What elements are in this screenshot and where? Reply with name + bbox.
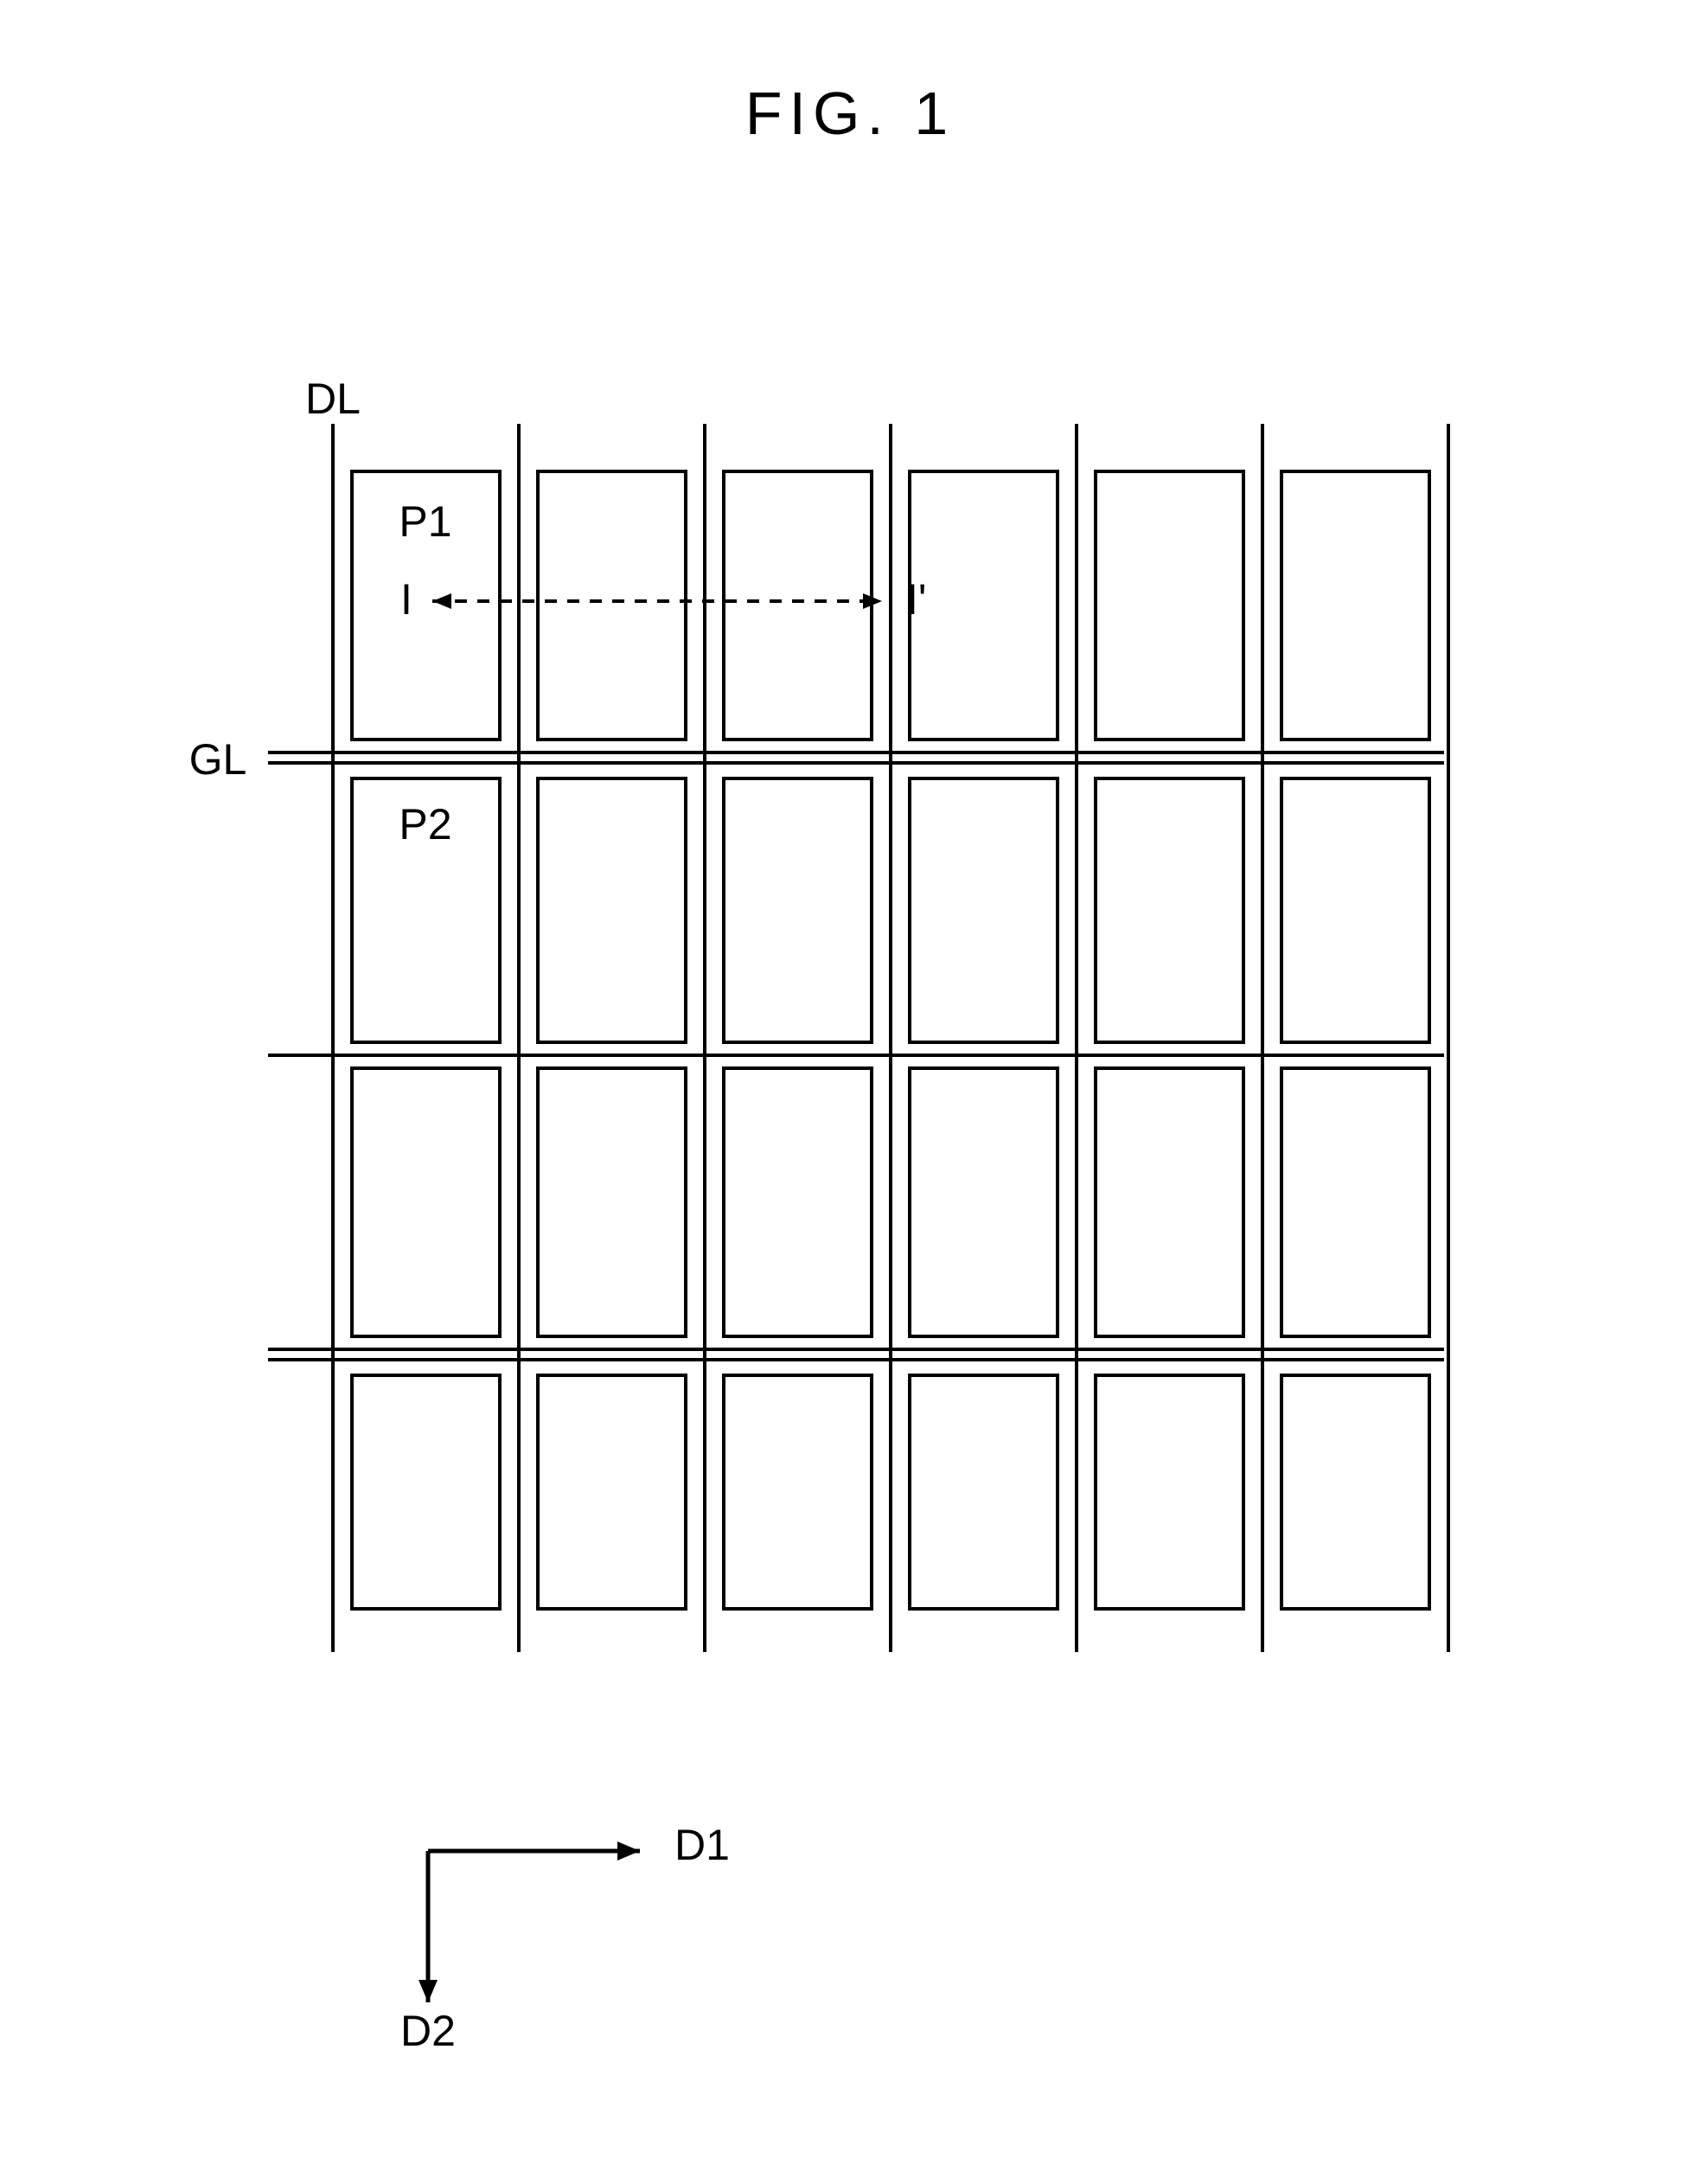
label-GL: GL	[189, 735, 247, 784]
page-bg	[0, 0, 1700, 2184]
label-Iprime: I'	[906, 575, 926, 624]
label-I: I	[400, 575, 412, 624]
figure-title: FIG. 1	[745, 80, 955, 147]
label-DL: DL	[305, 375, 361, 423]
label-P2: P2	[399, 800, 451, 849]
label-D2: D2	[400, 2007, 456, 2055]
label-D1: D1	[674, 1821, 730, 1869]
figure-canvas: FIG. 1 DL GL P1 P2 I I' D1 D2	[0, 0, 1700, 2184]
label-P1: P1	[399, 497, 451, 546]
